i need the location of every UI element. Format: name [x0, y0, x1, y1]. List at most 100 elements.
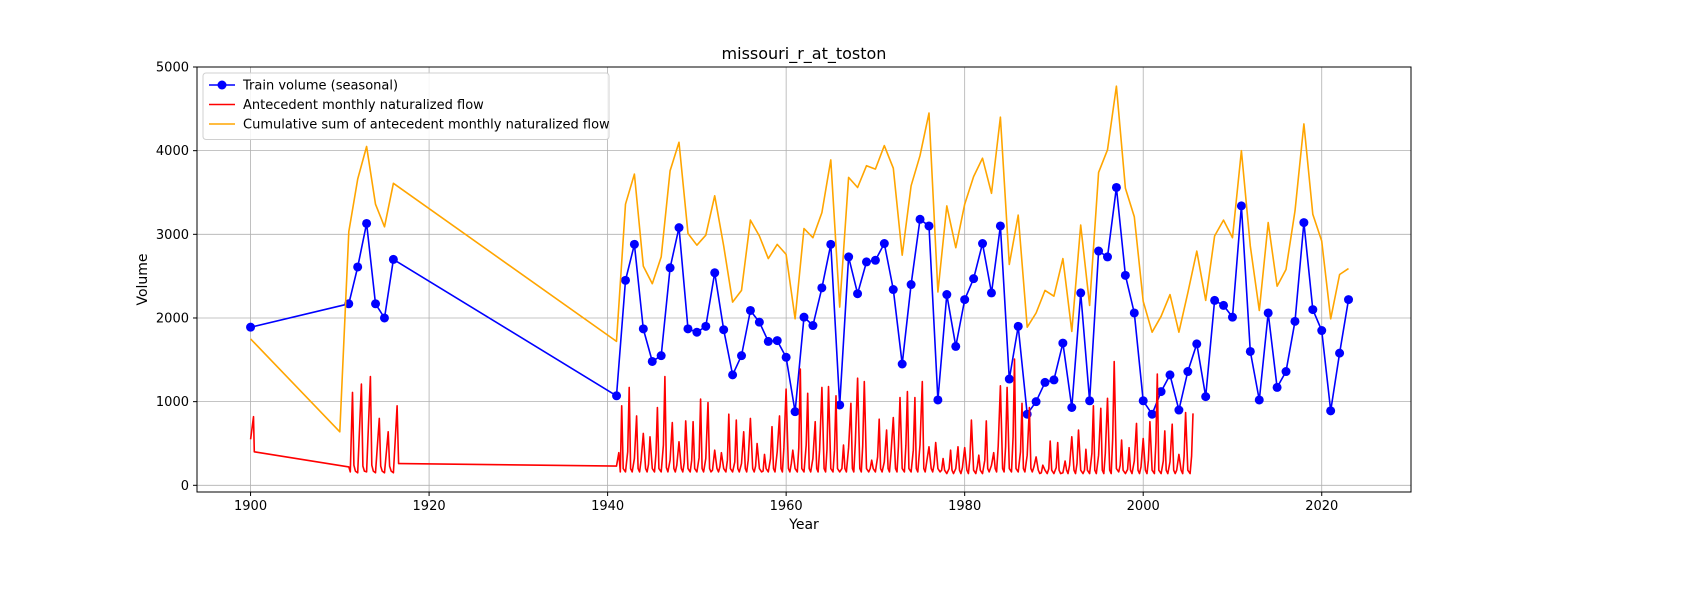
data-point	[1174, 405, 1184, 415]
data-point	[701, 321, 711, 331]
chart-title: missouri_r_at_toston	[722, 44, 887, 64]
data-point	[1085, 396, 1095, 406]
x-tick-label: 1960	[770, 499, 803, 514]
data-point	[1129, 308, 1139, 318]
data-point	[620, 275, 630, 285]
legend-entry: Train volume (seasonal)	[209, 79, 398, 94]
y-tick-label: 3000	[156, 228, 189, 243]
data-point	[960, 295, 970, 305]
data-point	[1281, 367, 1291, 377]
legend-label: Antecedent monthly naturalized flow	[243, 98, 484, 113]
legend-entry: Antecedent monthly naturalized flow	[209, 98, 484, 113]
data-point	[978, 239, 988, 249]
x-tick-label: 1940	[591, 499, 624, 514]
data-point	[629, 239, 639, 249]
y-tick-label: 2000	[156, 311, 189, 326]
data-point	[745, 305, 755, 315]
data-point	[986, 288, 996, 298]
data-point	[737, 351, 747, 361]
y-axis-label: Volume	[135, 253, 151, 305]
legend-label: Cumulative sum of antecedent monthly nat…	[243, 118, 610, 133]
data-point	[1183, 367, 1193, 377]
data-point	[1138, 396, 1148, 406]
data-point	[1335, 348, 1345, 358]
data-point	[995, 221, 1005, 231]
data-point	[1076, 288, 1086, 298]
series-layer	[246, 85, 1354, 475]
data-point	[710, 268, 720, 278]
data-point	[1120, 270, 1130, 280]
data-point	[1308, 305, 1318, 315]
data-point	[674, 223, 684, 233]
data-point	[969, 274, 979, 284]
data-point	[1192, 339, 1202, 349]
data-point	[1326, 406, 1336, 416]
legend-marker	[217, 80, 227, 90]
data-point	[826, 239, 836, 249]
data-point	[942, 290, 952, 300]
data-point	[1103, 252, 1112, 262]
x-tick-label: 1900	[234, 499, 267, 514]
x-tick-label: 2020	[1305, 499, 1338, 514]
data-point	[692, 327, 702, 337]
x-tick-label: 2000	[1127, 499, 1160, 514]
x-axis-label: Year	[788, 517, 819, 533]
x-tick-label: 1980	[948, 499, 981, 514]
series-line	[249, 358, 1194, 475]
data-point	[1040, 377, 1050, 387]
y-tick-label: 4000	[156, 144, 189, 159]
data-point	[1156, 387, 1166, 397]
data-point	[344, 299, 354, 309]
data-point	[781, 352, 791, 362]
data-point	[790, 407, 800, 417]
data-point	[1317, 326, 1327, 336]
data-point	[1004, 374, 1014, 384]
data-point	[1299, 218, 1309, 228]
data-point	[853, 289, 863, 299]
data-point	[844, 252, 854, 262]
legend-label: Train volume (seasonal)	[242, 79, 398, 94]
data-point	[870, 255, 880, 265]
data-point	[1049, 375, 1059, 385]
data-point	[683, 324, 693, 334]
data-point	[1344, 295, 1354, 305]
data-point	[1013, 321, 1023, 331]
y-tick-label: 0	[181, 479, 189, 494]
data-point	[906, 280, 916, 290]
data-point	[665, 263, 675, 273]
data-point	[388, 254, 398, 264]
data-point	[1245, 346, 1255, 356]
data-point	[754, 317, 764, 327]
data-point	[888, 285, 898, 295]
data-point	[1210, 295, 1220, 305]
data-point	[353, 262, 363, 272]
data-point	[763, 336, 773, 346]
data-point	[1219, 300, 1229, 310]
data-point	[1272, 382, 1282, 392]
data-point	[728, 370, 738, 380]
data-point	[817, 283, 827, 293]
data-point	[861, 257, 871, 267]
data-point	[1165, 370, 1175, 380]
data-point	[638, 324, 648, 334]
plot-area-frame	[196, 66, 1412, 493]
data-point	[924, 221, 934, 231]
data-point	[951, 341, 961, 351]
data-point	[371, 299, 381, 309]
legend-frame	[202, 72, 610, 140]
data-point	[879, 239, 889, 249]
data-point	[1201, 392, 1211, 402]
data-point	[612, 391, 622, 401]
data-point	[933, 395, 943, 405]
data-point	[1254, 395, 1264, 405]
axis-ticks: 1900 1920 1940 1960 1980 2000 2020 0 1000 2000 300…	[156, 61, 1338, 515]
data-point	[1111, 182, 1121, 192]
data-point	[1094, 246, 1104, 256]
y-tick-label: 5000	[156, 61, 189, 76]
data-point	[772, 336, 782, 346]
data-point	[246, 322, 256, 332]
data-point	[799, 312, 809, 322]
x-tick-label: 1920	[413, 499, 446, 514]
